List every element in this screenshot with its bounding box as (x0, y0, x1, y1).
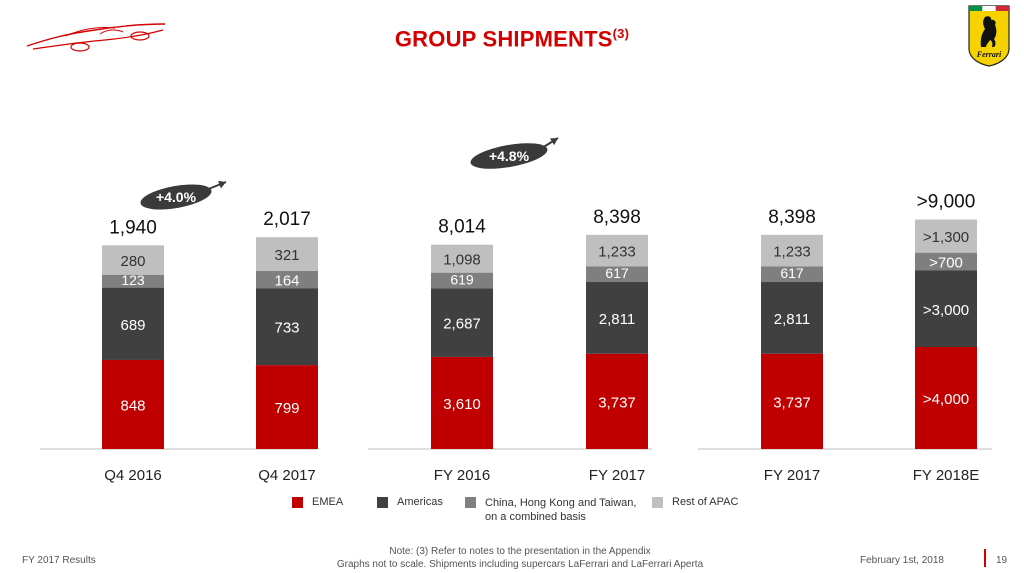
data-label-apac: 321 (274, 247, 299, 264)
data-label-apac: 280 (120, 253, 145, 270)
data-label-china: 617 (780, 265, 804, 281)
data-label-apac: 1,233 (598, 244, 636, 261)
data-label-americas: 2,687 (443, 316, 481, 333)
data-label-china: >700 (929, 255, 963, 272)
prancing-car-silhouette-logo (25, 20, 170, 59)
legend-label-americas: Americas (397, 496, 443, 508)
bar-segment-americas (761, 282, 823, 354)
growth-badge-label: +4.8% (489, 148, 530, 164)
footer-note-line-2: Graphs not to scale. Shipments including… (336, 559, 704, 570)
data-label-emea: 3,610 (443, 396, 481, 413)
page-title: GROUP SHIPMENTS(3) (394, 26, 630, 52)
bar-segment-emea (761, 353, 823, 449)
growth-arrow-head (549, 138, 558, 146)
data-label-americas: 689 (120, 317, 145, 334)
bar-segment-americas (102, 287, 164, 360)
bar-segment-apac (102, 245, 164, 275)
data-label-americas: 733 (274, 320, 299, 337)
category-label: FY 2016 (434, 467, 490, 484)
bar-segment-apac (256, 237, 318, 271)
shipments-stacked-bar-chart: 848 689 123 280 1,940 Q4 2016 799 733 164 321 2,01… (40, 137, 992, 484)
growth-badge-label: +4.0% (156, 189, 197, 205)
bar-segment-americas (431, 288, 493, 357)
data-label-emea: 799 (274, 400, 299, 417)
page-number: 19 (996, 555, 1008, 566)
legend-swatch-emea (292, 497, 303, 508)
footer-note-line-1: Note: (3) Refer to notes to the presenta… (389, 546, 651, 557)
bar-segment-emea (256, 365, 318, 449)
data-label-china: 617 (605, 265, 629, 281)
legend-item-emea: EMEA (292, 496, 343, 508)
legend-item-americas: Americas (377, 496, 443, 508)
bar-segment-emea (431, 356, 493, 449)
data-label-americas: 2,811 (774, 311, 810, 328)
category-label: Q4 2017 (258, 467, 316, 484)
bar-segment-americas (256, 288, 318, 366)
legend-swatch-americas (377, 497, 388, 508)
svg-text:Ferrari: Ferrari (976, 50, 1002, 59)
data-label-americas: >3,000 (923, 302, 969, 319)
bar-segment-china (915, 252, 977, 271)
data-label-apac: 1,233 (773, 244, 811, 261)
category-label: Q4 2016 (104, 467, 162, 484)
chart-legend: EMEA Americas China, Hong Kong and Taiwa… (0, 496, 1024, 526)
growth-badge (470, 143, 548, 169)
category-label: FY 2017 (764, 467, 820, 484)
data-label-americas: 2,811 (599, 311, 635, 328)
category-label: FY 2018E (913, 467, 979, 484)
footer-report-name: FY 2017 Results (22, 555, 96, 566)
bar-segment-china (761, 266, 823, 283)
total-label: 2,017 (263, 209, 311, 230)
total-label: 8,398 (593, 207, 641, 228)
footer-divider (984, 549, 986, 567)
data-label-china: 164 (274, 273, 299, 290)
data-label-china: 123 (121, 272, 145, 288)
bar-segment-china (431, 272, 493, 289)
total-label: 8,014 (438, 217, 486, 238)
bar-segment-china (256, 270, 318, 289)
data-label-emea: 848 (120, 397, 145, 414)
bar-segment-china (586, 266, 648, 283)
data-label-china: 619 (450, 272, 474, 288)
legend-label-china: China, Hong Kong and Taiwan, on a combin… (485, 497, 637, 523)
total-label: >9,000 (917, 192, 976, 213)
legend-label-emea: EMEA (312, 496, 344, 508)
bar-segment-americas (586, 282, 648, 354)
bar-segment-apac (915, 219, 977, 253)
bar-segment-emea (102, 359, 164, 449)
bar-segment-emea (915, 347, 977, 449)
legend-swatch-apac (652, 497, 663, 508)
total-label: 8,398 (768, 207, 816, 228)
legend-swatch-china (465, 497, 476, 508)
data-label-emea: >4,000 (923, 391, 969, 408)
ferrari-shield-logo: Ferrari (968, 5, 1010, 72)
footer-date: February 1st, 2018 (860, 555, 944, 566)
bar-segment-americas (915, 270, 977, 347)
bar-segment-emea (586, 353, 648, 449)
legend-label-apac: Rest of APAC (672, 496, 739, 508)
data-label-emea: 3,737 (773, 394, 811, 411)
data-label-apac: 1,098 (443, 252, 481, 269)
data-label-emea: 3,737 (598, 394, 636, 411)
category-label: FY 2017 (589, 467, 645, 484)
total-label: 1,940 (109, 217, 157, 238)
legend-item-apac: Rest of APAC (652, 496, 738, 508)
data-label-apac: >1,300 (923, 229, 969, 246)
title-note-ref: (3) (612, 26, 630, 41)
legend-item-china: China, Hong Kong and Taiwan, on a combin… (465, 496, 650, 524)
bar-segment-apac (586, 234, 648, 267)
bar-segment-apac (431, 244, 493, 273)
growth-arrow-head (218, 180, 226, 189)
bar-segment-apac (761, 234, 823, 267)
footer-note: Note: (3) Refer to notes to the presenta… (300, 545, 740, 571)
growth-badge (140, 184, 212, 210)
bar-segment-china (102, 274, 164, 288)
